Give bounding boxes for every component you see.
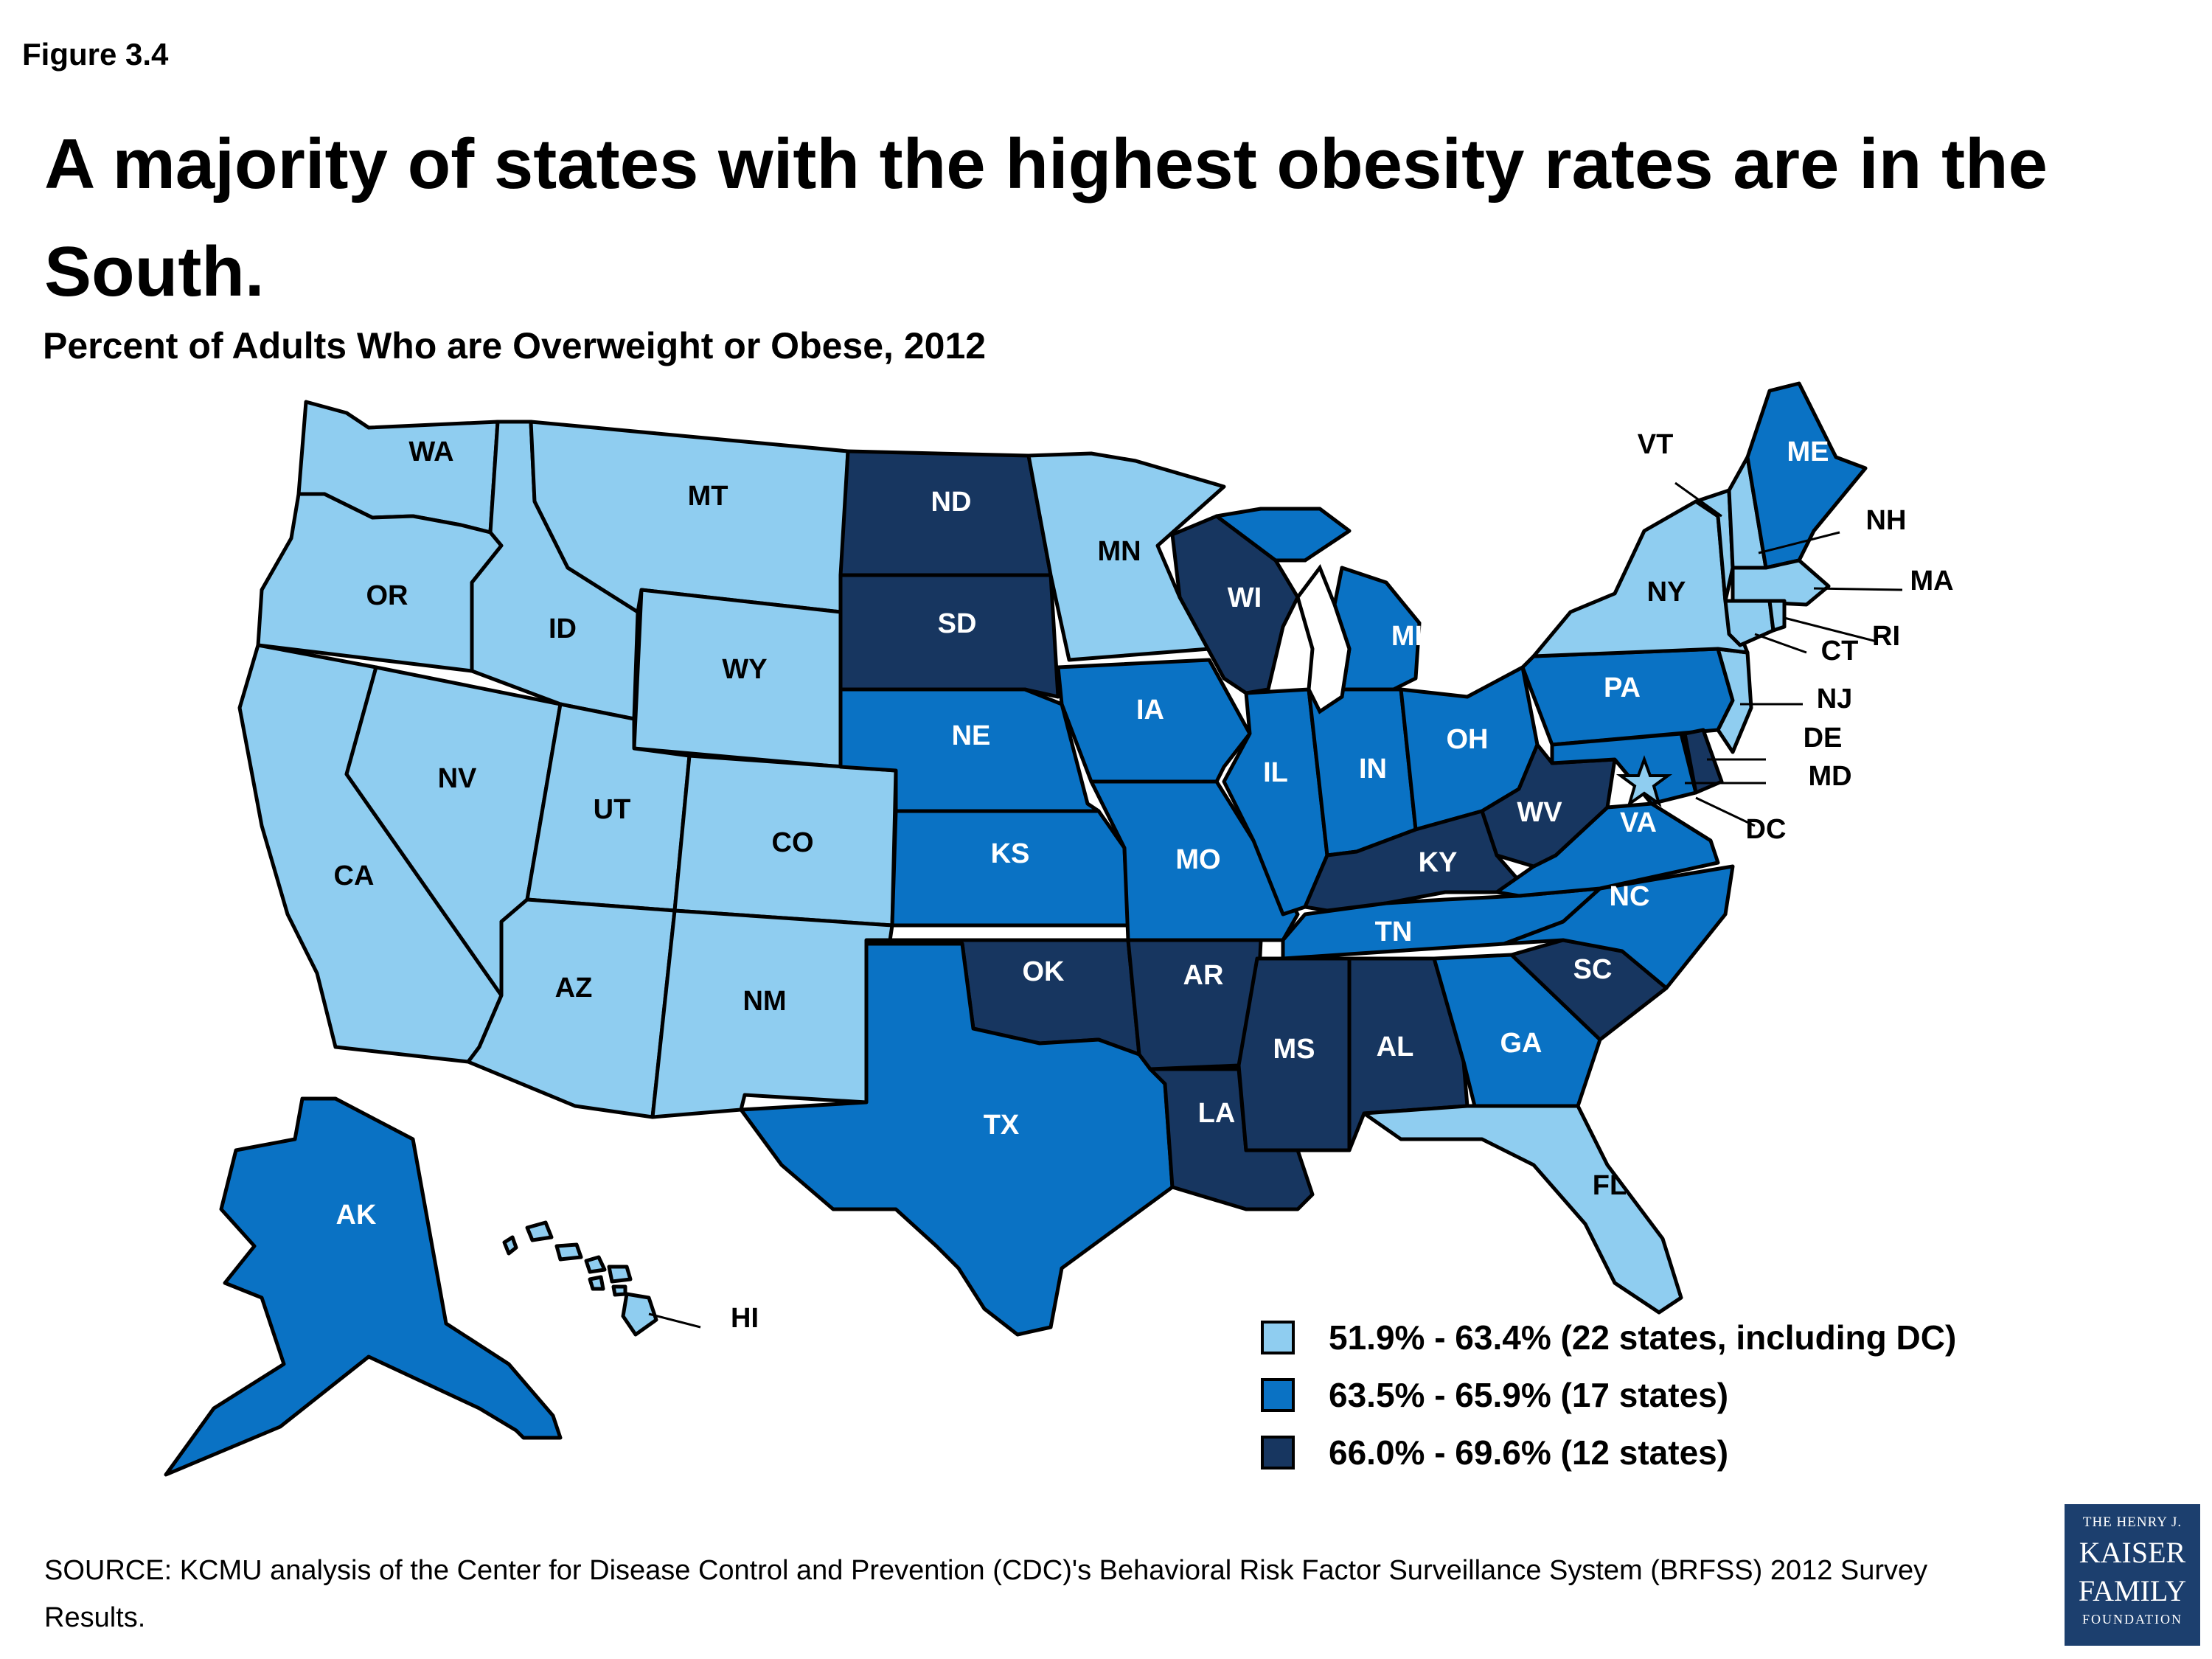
state-label-PA: PA	[1604, 672, 1641, 703]
state-label-WV: WV	[1517, 797, 1562, 828]
state-label-KY: KY	[1419, 847, 1458, 878]
legend-label: 66.0% - 69.6% (12 states)	[1329, 1433, 1729, 1472]
state-label-ME: ME	[1787, 437, 1829, 467]
state-MD	[1550, 731, 1698, 806]
state-label-VA: VA	[1620, 807, 1657, 838]
state-label-WI: WI	[1228, 582, 1262, 613]
state-label-IN: IN	[1359, 754, 1387, 785]
legend-swatch-high	[1261, 1436, 1295, 1470]
state-label-CO: CO	[772, 827, 814, 858]
legend-swatch-mid	[1261, 1378, 1295, 1412]
state-label-SC: SC	[1573, 954, 1613, 985]
state-labels: WA OR CA ID NV UT AZ MT WY CO NM ND SD NE KS OK TX MN IA MO…	[334, 429, 1954, 1334]
callout-lines	[648, 481, 1903, 1329]
state-label-CA: CA	[334, 860, 375, 891]
state-FL	[1362, 1104, 1683, 1315]
state-AK	[164, 1096, 563, 1477]
state-NC	[1502, 864, 1735, 990]
great-lakes	[1295, 563, 1352, 714]
logo-line: FAMILY	[2078, 1574, 2187, 1607]
state-label-KS: KS	[991, 838, 1030, 869]
logo-line: KAISER	[2079, 1536, 2186, 1569]
state-HI	[502, 1220, 658, 1337]
state-TX	[739, 942, 1175, 1337]
legend-label: 63.5% - 65.9% (17 states)	[1329, 1376, 1729, 1414]
state-label-TN: TN	[1375, 917, 1413, 947]
state-label-NE: NE	[952, 720, 991, 751]
state-label-NJ: NJ	[1817, 684, 1853, 714]
state-label-OK: OK	[1023, 956, 1065, 987]
state-label-NM: NM	[742, 986, 786, 1017]
state-MN	[1026, 451, 1226, 662]
dc-marker	[1615, 755, 1673, 807]
figure-label: Figure 3.4	[22, 37, 169, 72]
state-label-MO: MO	[1175, 844, 1220, 875]
legend-label: 51.9% - 63.4% (22 states, including DC)	[1329, 1318, 1957, 1357]
state-label-GA: GA	[1500, 1028, 1543, 1059]
state-label-RI: RI	[1872, 621, 1900, 652]
legend-swatch-low	[1261, 1321, 1295, 1354]
state-label-AR: AR	[1183, 960, 1224, 991]
legend-item: 66.0% - 69.6% (12 states)	[1261, 1424, 1956, 1481]
state-label-FL: FL	[1593, 1170, 1627, 1201]
logo-line: FOUNDATION	[2082, 1612, 2183, 1627]
state-label-OH: OH	[1447, 724, 1489, 755]
state-label-ND: ND	[931, 487, 972, 518]
state-label-NH: NH	[1866, 505, 1907, 536]
state-label-OR: OR	[366, 580, 408, 611]
kaiser-family-foundation-logo: THE HENRY J. KAISER FAMILY FOUNDATION	[2065, 1504, 2200, 1646]
state-IA	[1056, 658, 1252, 784]
map-legend: 51.9% - 63.4% (22 states, including DC) …	[1261, 1309, 1956, 1481]
state-label-CT: CT	[1821, 636, 1859, 667]
map-subtitle: Percent of Adults Who are Overweight or …	[43, 325, 987, 366]
state-label-DC: DC	[1746, 814, 1787, 845]
state-VT	[1694, 488, 1735, 603]
state-SD	[838, 573, 1060, 699]
state-label-MN: MN	[1097, 536, 1141, 567]
state-label-MT: MT	[688, 481, 728, 512]
state-NY	[1531, 499, 1750, 658]
state-label-NC: NC	[1610, 881, 1650, 912]
dc-star-icon	[1615, 755, 1673, 807]
state-DE	[1683, 728, 1724, 795]
legend-item: 63.5% - 65.9% (17 states)	[1261, 1366, 1956, 1424]
state-label-VT: VT	[1638, 429, 1674, 460]
state-label-HI: HI	[731, 1303, 759, 1334]
state-label-UT: UT	[594, 794, 631, 825]
state-label-MD: MD	[1808, 761, 1851, 792]
state-MA	[1731, 558, 1831, 607]
state-label-NV: NV	[438, 763, 477, 794]
state-label-IL: IL	[1263, 757, 1288, 788]
state-label-ID: ID	[549, 613, 577, 644]
state-label-DE: DE	[1804, 723, 1843, 754]
state-CT	[1723, 599, 1775, 647]
state-label-MA: MA	[1910, 566, 1953, 597]
state-label-MS: MS	[1273, 1034, 1315, 1065]
state-label-SD: SD	[938, 608, 977, 639]
state-label-WA: WA	[408, 437, 453, 467]
state-label-WY: WY	[722, 654, 767, 685]
state-label-LA: LA	[1198, 1098, 1236, 1129]
state-label-AK: AK	[336, 1200, 377, 1231]
lake-michigan	[1295, 563, 1352, 714]
source-note: SOURCE: KCMU analysis of the Center for …	[44, 1555, 1928, 1633]
state-RI	[1767, 599, 1787, 633]
page-title: A majority of states with the highest ob…	[44, 125, 2048, 311]
state-label-AL: AL	[1377, 1032, 1414, 1062]
state-label-MI: MI	[1391, 621, 1422, 652]
state-label-TX: TX	[984, 1110, 1020, 1141]
state-label-NY: NY	[1647, 577, 1686, 608]
state-label-AZ: AZ	[555, 973, 593, 1004]
legend-item: 51.9% - 63.4% (22 states, including DC)	[1261, 1309, 1956, 1366]
logo-line: THE HENRY J.	[2082, 1514, 2183, 1530]
state-label-IA: IA	[1136, 695, 1164, 726]
